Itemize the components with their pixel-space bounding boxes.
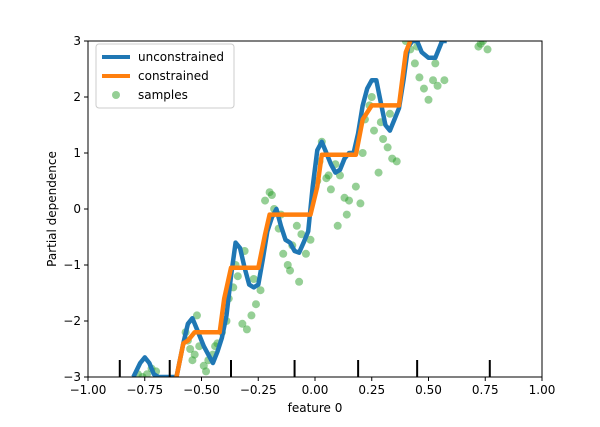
sample-point (326, 185, 335, 194)
sample-point (186, 345, 195, 353)
sample-point (392, 157, 401, 166)
x-tick-label: −0.50 (183, 383, 220, 397)
sample-point (292, 221, 301, 230)
x-tick-label: −0.25 (240, 383, 277, 397)
x-tick-label: −1.00 (70, 383, 107, 397)
y-tick-label: −2 (63, 314, 81, 328)
x-tick-label: 0.25 (358, 383, 385, 397)
x-tick-label: 0.00 (302, 383, 329, 397)
sample-point (190, 350, 199, 359)
sample-point (374, 168, 383, 177)
y-tick-label: −1 (63, 258, 81, 272)
y-axis: −3 −2 −1 0 1 2 3 (63, 34, 88, 384)
y-tick-label: 1 (73, 146, 81, 160)
sample-point (202, 367, 211, 376)
sample-point (306, 235, 315, 244)
sample-point (279, 249, 288, 258)
sample-point (249, 275, 258, 283)
x-tick-label: 1.00 (529, 383, 556, 397)
x-tick-label: 0.50 (415, 383, 442, 397)
sample-point (295, 277, 304, 286)
sample-point (261, 196, 270, 205)
sample-point (247, 311, 256, 320)
x-tick-label: 0.75 (472, 383, 499, 397)
legend-box (95, 43, 235, 109)
legend-label-unconstrained: unconstrained (138, 50, 224, 64)
sample-point (143, 370, 152, 377)
sample-point (286, 266, 295, 275)
y-tick-label: −3 (63, 370, 81, 384)
sample-point (476, 41, 485, 48)
y-axis-label: Partial dependence (45, 151, 59, 267)
x-axis: −1.00 −0.75 −0.50 −0.25 0.00 0.25 0.50 0.75 1.00 (70, 377, 556, 397)
sample-point (433, 81, 442, 90)
sample-point (256, 286, 265, 295)
series-line-constrained (174, 41, 413, 377)
sample-point (356, 199, 365, 208)
sample-point (379, 135, 388, 143)
sample-point (440, 76, 449, 85)
y-tick-label: 3 (73, 34, 81, 48)
legend-label-samples: samples (138, 88, 188, 102)
sample-point (351, 182, 360, 191)
sample-point (238, 319, 247, 328)
sample-point (233, 272, 242, 281)
sample-point (383, 143, 392, 152)
sample-point (345, 196, 354, 205)
x-axis-label: feature 0 (288, 401, 343, 415)
sample-point (415, 73, 424, 82)
lines-layer (131, 41, 447, 377)
sample-point (192, 311, 201, 320)
sample-point (410, 59, 419, 68)
rug-layer (118, 360, 491, 377)
sample-point (483, 45, 492, 54)
sample-point (324, 171, 333, 180)
sample-point (431, 59, 440, 68)
sample-point (342, 210, 351, 219)
sample-point (242, 325, 251, 334)
sample-point (267, 191, 276, 199)
sample-point (367, 93, 376, 101)
sample-point (251, 300, 260, 309)
sample-point (333, 221, 342, 230)
y-tick-label: 2 (73, 90, 81, 104)
legend: unconstrained constrained samples (95, 43, 235, 109)
series-line-unconstrained (131, 41, 447, 377)
sample-point (429, 76, 438, 85)
sample-point (301, 249, 310, 258)
y-tick-label: 0 (73, 202, 81, 216)
sample-point (358, 149, 367, 157)
sample-point (370, 126, 379, 135)
sample-point (297, 230, 306, 239)
sample-point (385, 109, 394, 118)
legend-swatch-samples (112, 91, 120, 99)
sample-point (424, 95, 433, 104)
sample-point (419, 84, 428, 93)
x-tick-label: −0.75 (126, 383, 163, 397)
legend-label-constrained: constrained (138, 69, 209, 83)
